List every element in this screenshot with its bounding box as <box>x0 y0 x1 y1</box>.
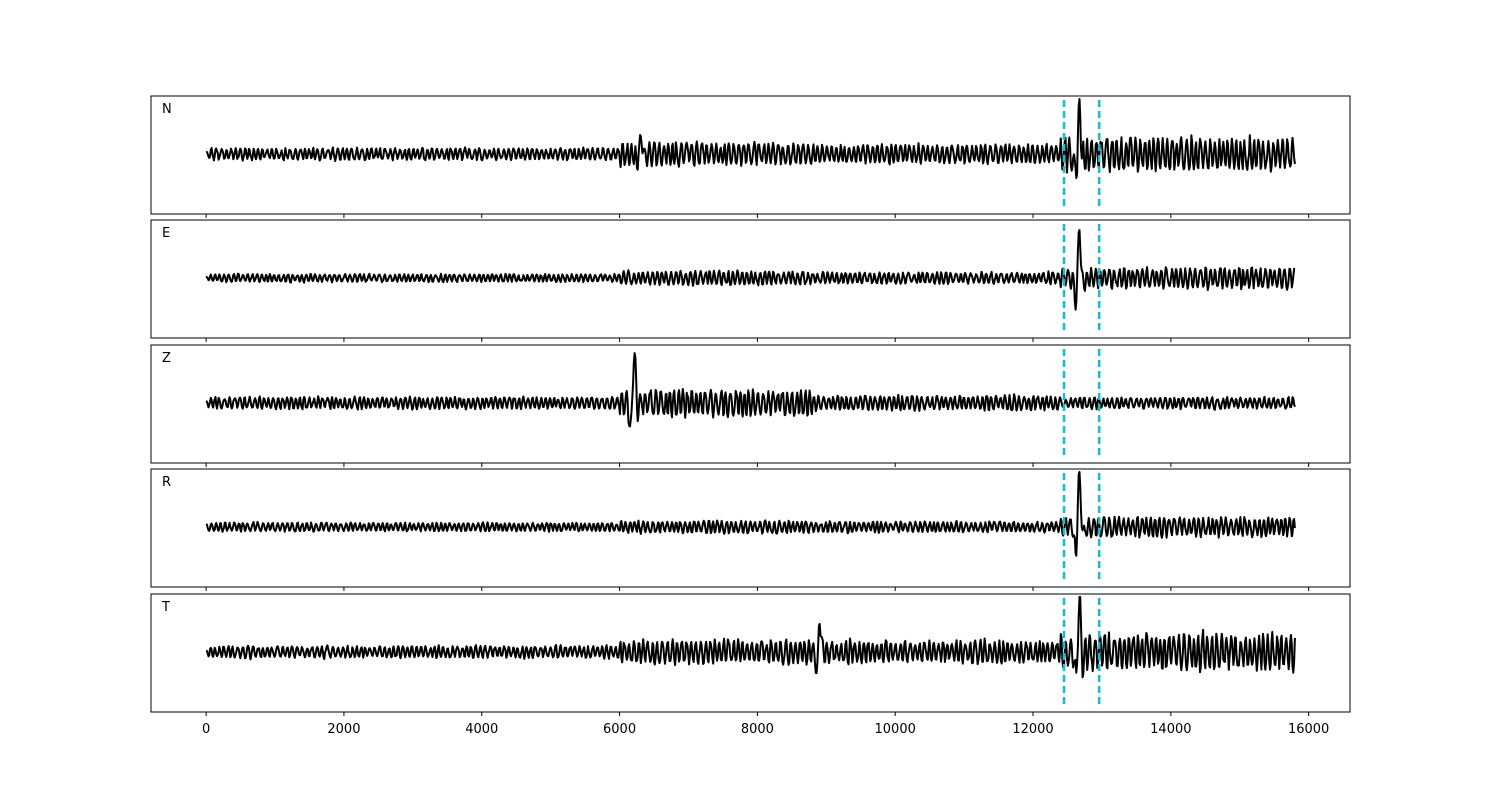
panel-label: N <box>162 102 172 117</box>
waveform-z <box>205 352 1296 428</box>
panel-frame <box>150 468 1351 588</box>
waveform-t <box>205 596 1296 679</box>
panel-label: T <box>161 600 170 615</box>
panel-n: N <box>150 95 1351 218</box>
x-tick-label: 2000 <box>327 722 360 737</box>
x-axis: 0 2000 4000 6000 8000 10000 12000 14000 16000 <box>202 722 1329 737</box>
panel-frame <box>150 593 1351 713</box>
panel-frame <box>150 95 1351 215</box>
x-tick-label: 16000 <box>1288 722 1329 737</box>
panel-label: E <box>162 226 170 241</box>
panel-e: E <box>150 219 1351 342</box>
trace-panels: N E Z R T <box>150 95 1351 716</box>
waveform-r <box>205 471 1296 557</box>
panel-frame <box>150 344 1351 464</box>
panel-r: R <box>150 468 1351 591</box>
panel-frame <box>150 219 1351 339</box>
panel-label: Z <box>162 351 171 366</box>
x-tick-label: 14000 <box>1150 722 1191 737</box>
waveform-n <box>205 98 1296 179</box>
x-tick-label: 12000 <box>1012 722 1053 737</box>
x-tick-label: 10000 <box>875 722 916 737</box>
x-tick-label: 6000 <box>603 722 636 737</box>
x-tick-label: 4000 <box>465 722 498 737</box>
panel-label: R <box>162 475 171 490</box>
x-tick-label: 8000 <box>741 722 774 737</box>
x-tick-label: 0 <box>202 722 210 737</box>
panel-t: T <box>150 593 1351 716</box>
panel-z: Z <box>150 344 1351 467</box>
waveform-e <box>205 229 1296 311</box>
